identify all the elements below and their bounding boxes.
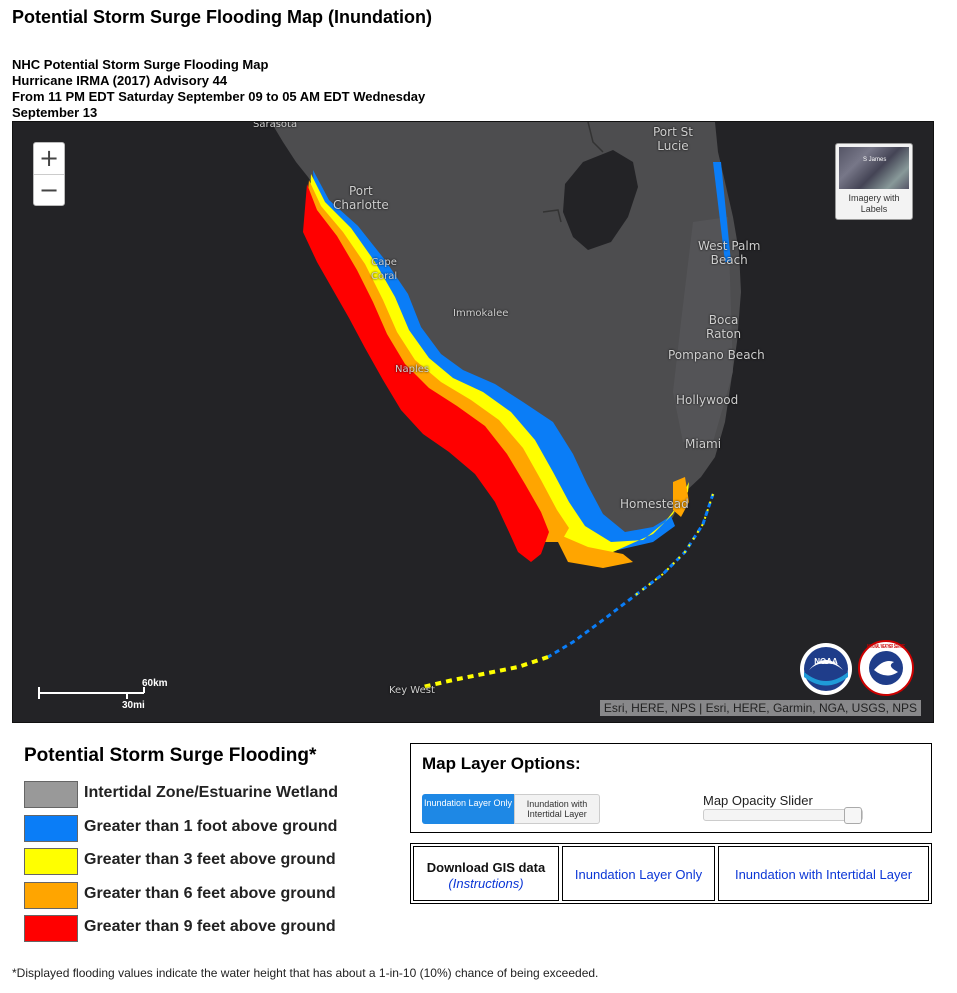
surge-red	[303, 184, 549, 562]
legend-swatch	[24, 781, 78, 808]
nws-text: NATIONAL WEATHER SERVICE	[867, 644, 905, 650]
opacity-slider-handle[interactable]	[844, 807, 862, 824]
download-intertidal-link[interactable]: Inundation with Intertidal Layer	[734, 867, 913, 882]
caption-line: Hurricane IRMA (2017) Advisory 44	[12, 73, 228, 88]
caption-line: NHC Potential Storm Surge Flooding Map	[12, 57, 269, 72]
inundation-layer-button[interactable]: Inundation Layer Only	[422, 794, 514, 824]
download-gis-heading: Download GIS data	[426, 860, 546, 875]
legend-swatch	[24, 814, 78, 842]
noaa-logo: NOAA	[800, 643, 852, 695]
map-layer-options: Map Layer Options: Inundation Layer Only…	[410, 743, 932, 833]
legend-label: Greater than 9 feet above ground	[84, 918, 336, 935]
basemap-toggle-button[interactable]: S James Imagery with Labels	[835, 143, 913, 220]
legend-item: Intertidal Zone/Estuarine Wetland	[24, 781, 338, 815]
legend: Potential Storm Surge Flooding* Intertid…	[24, 745, 338, 949]
map-view[interactable]: Sarasota Port St Lucie Port Charlotte Ca…	[12, 121, 934, 723]
legend-swatch	[24, 848, 78, 875]
legend-item: Greater than 3 feet above ground	[24, 848, 336, 882]
place-label: Homestead	[620, 497, 689, 511]
place-line: Boca	[708, 313, 739, 327]
place-line: Port St	[653, 125, 693, 139]
download-inundation-link[interactable]: Inundation Layer Only	[574, 867, 703, 882]
place-label: Miami	[685, 437, 722, 451]
download-gis-table: Download GIS data (Instructions) Inundat…	[410, 843, 932, 904]
place-label: West Palm Beach	[698, 239, 760, 267]
legend-swatch	[24, 881, 78, 909]
place-label: Hollywood	[676, 393, 739, 407]
legend-label: Greater than 1 foot above ground	[84, 817, 338, 835]
basemap-label: Imagery with Labels	[848, 193, 900, 214]
legend-swatch	[24, 915, 78, 942]
opacity-slider-label: Map Opacity Slider	[703, 793, 813, 808]
place-label: Sarasota	[253, 121, 298, 130]
place-label: Naples	[395, 364, 430, 375]
place-label: Port Charlotte	[333, 184, 389, 212]
place-line: West Palm	[698, 239, 761, 253]
legend-label: Greater than 3 feet above ground	[84, 851, 336, 868]
zoom-control: + −	[33, 142, 65, 206]
download-cell: Inundation with Intertidal Layer	[718, 846, 929, 901]
place-label: Boca Raton	[706, 313, 741, 341]
caption-line: From 11 PM EDT Saturday September 09 to …	[12, 89, 426, 104]
place-line: Cape	[371, 257, 397, 268]
place-line: Coral	[371, 271, 398, 282]
instructions-link[interactable]: (Instructions)	[448, 876, 524, 891]
zoom-in-button[interactable]: +	[38, 144, 60, 172]
place-label: Key West	[389, 685, 435, 696]
thumbnail-label: S James	[863, 157, 887, 163]
legend-label: Greater than 6 feet above ground	[84, 884, 336, 902]
legend-title: Potential Storm Surge Flooding*	[24, 745, 317, 766]
scale-bar-lines	[38, 687, 145, 699]
options-title: Map Layer Options:	[422, 754, 581, 773]
place-label: Cape Coral	[371, 256, 397, 284]
place-line: Charlotte	[333, 198, 389, 212]
place-line: Lucie	[657, 139, 689, 153]
map-caption: NHC Potential Storm Surge Flooding Map H…	[12, 57, 482, 121]
zoom-out-button[interactable]: −	[34, 174, 64, 205]
place-label: Port St Lucie	[653, 125, 693, 153]
page-title: Potential Storm Surge Flooding Map (Inun…	[12, 7, 432, 27]
land-florida	[271, 122, 741, 544]
legend-label: Intertidal Zone/Estuarine Wetland	[84, 784, 338, 801]
footnote: *Displayed flooding values indicate the …	[12, 966, 599, 980]
opacity-slider[interactable]	[703, 807, 863, 824]
place-label: Immokalee	[453, 308, 509, 319]
place-line: Beach	[710, 253, 748, 267]
place-line: Raton	[706, 327, 742, 341]
scale-km-label: 60km	[142, 678, 168, 689]
caption-line: September 13	[12, 105, 98, 120]
map-canvas[interactable]	[13, 122, 934, 723]
legend-item: Greater than 9 feet above ground	[24, 915, 336, 949]
legend-item: Greater than 6 feet above ground	[24, 881, 336, 916]
lake-okeechobee	[563, 150, 638, 250]
place-line: Port	[348, 184, 373, 198]
urban-area	[673, 217, 733, 442]
nws-logo: NATIONAL WEATHER SERVICE	[858, 640, 914, 696]
legend-item: Greater than 1 foot above ground	[24, 814, 337, 849]
map-attribution: Esri, HERE, NPS | Esri, HERE, Garmin, NG…	[599, 700, 921, 716]
download-cell: Inundation Layer Only	[562, 846, 715, 901]
download-gis-cell: Download GIS data (Instructions)	[413, 846, 559, 901]
noaa-text: NOAA	[814, 657, 838, 666]
scale-mi-label: 30mi	[122, 700, 145, 711]
basemap-thumbnail: S James	[839, 147, 909, 189]
intertidal-layer-button[interactable]: Inundation with Intertidal Layer	[514, 794, 600, 824]
place-label: Pompano Beach	[668, 348, 765, 362]
florida-keys	[547, 493, 715, 659]
